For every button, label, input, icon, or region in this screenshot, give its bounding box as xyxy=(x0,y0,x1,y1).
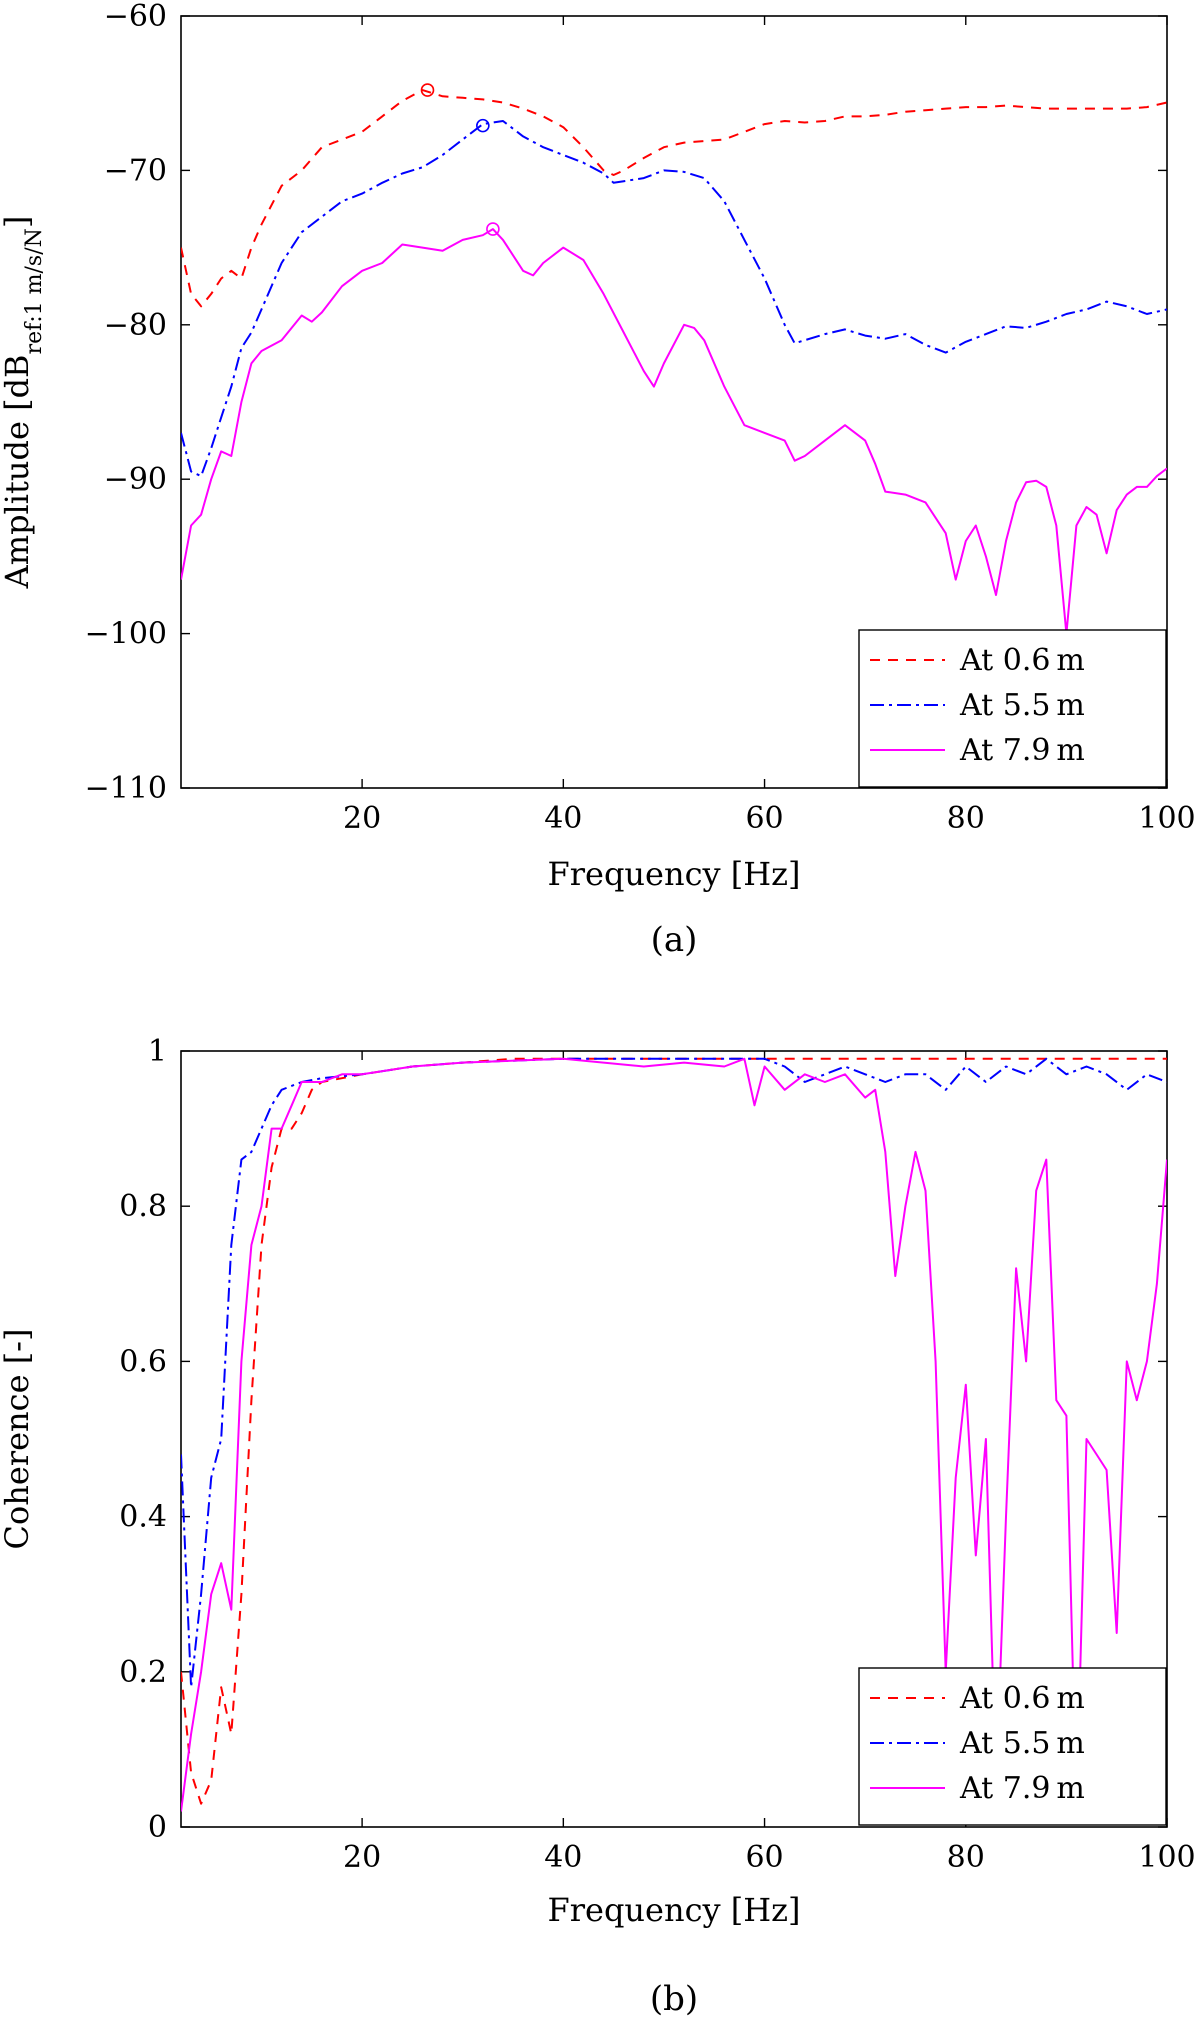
legend-label: At 0.6 m xyxy=(959,1681,1085,1716)
peak-marker xyxy=(476,118,490,133)
plot-frame xyxy=(180,1050,1168,1828)
peak-marker xyxy=(486,222,500,236)
y-tick-label: −70 xyxy=(104,153,167,188)
legend-label: At 5.5 m xyxy=(959,688,1085,723)
legend-box xyxy=(858,629,1167,788)
x-tick-label: 40 xyxy=(544,801,582,836)
legend-label: At 7.9 m xyxy=(959,1771,1085,1806)
panel-caption: (a) xyxy=(651,920,698,960)
axis-ticks: 20 40 60 80 100 0 0.2 0.4 0.6 0.8 1 xyxy=(119,1034,1195,1875)
y-tick-label: 0.8 xyxy=(119,1189,167,1224)
x-tick-label: 100 xyxy=(1138,1840,1195,1875)
series-line xyxy=(181,228,1167,635)
series-group xyxy=(181,89,1167,635)
y-axis-label: Amplitude [dBref:1 m/s/N] xyxy=(0,216,47,590)
series-line xyxy=(181,1057,1167,1813)
legend-box xyxy=(858,1667,1167,1826)
series-line xyxy=(181,1057,1167,1689)
y-tick-label: −80 xyxy=(104,308,167,343)
y-tick-label: 0.6 xyxy=(119,1344,167,1379)
chart-panel-a: 20 40 60 80 100 −110 −100 −90 −80 −70 −60 Frequenc… xyxy=(0,0,1196,960)
x-tick-label: 20 xyxy=(343,801,381,836)
legend-label: At 0.6 m xyxy=(959,643,1085,678)
series-line xyxy=(181,120,1167,478)
peak-markers xyxy=(420,83,500,236)
series-line xyxy=(181,89,1167,308)
y-tick-label: −100 xyxy=(85,617,167,652)
x-axis-label: Frequency [Hz] xyxy=(548,1891,801,1929)
x-tick-label: 60 xyxy=(745,1840,783,1875)
y-axis-label: Coherence [-] xyxy=(0,1329,36,1550)
x-tick-label: 80 xyxy=(947,801,985,836)
legend: At 0.6 m At 5.5 m At 7.9 m xyxy=(858,1667,1167,1826)
x-axis-label: Frequency [Hz] xyxy=(548,855,801,893)
y-tick-label: −110 xyxy=(85,771,167,806)
y-tick-label: 0.4 xyxy=(119,1500,167,1535)
y-tick-label: −90 xyxy=(104,462,167,497)
chart-panel-b: 20 40 60 80 100 0 0.2 0.4 0.6 0.8 1 Frequency [Hz]… xyxy=(0,1034,1196,2019)
y-tick-label: −60 xyxy=(104,0,167,34)
x-tick-label: 80 xyxy=(947,1840,985,1875)
legend-label: At 7.9 m xyxy=(959,733,1085,768)
plot-frame xyxy=(180,15,1168,789)
axis-ticks: 20 40 60 80 100 −110 −100 −90 −80 −70 −60 xyxy=(85,0,1196,836)
legend-label: At 5.5 m xyxy=(959,1726,1085,1761)
y-tick-label: 0 xyxy=(148,1810,167,1845)
y-tick-label: 1 xyxy=(148,1034,167,1069)
peak-marker xyxy=(420,83,435,97)
series-group xyxy=(181,1057,1167,1813)
x-tick-label: 60 xyxy=(745,801,783,836)
x-tick-label: 20 xyxy=(343,1840,381,1875)
x-tick-label: 40 xyxy=(544,1840,582,1875)
panel-caption: (b) xyxy=(650,1979,698,2019)
legend: At 0.6 m At 5.5 m At 7.9 m xyxy=(858,629,1167,788)
x-tick-label: 100 xyxy=(1138,801,1195,836)
y-tick-label: 0.2 xyxy=(119,1655,167,1690)
